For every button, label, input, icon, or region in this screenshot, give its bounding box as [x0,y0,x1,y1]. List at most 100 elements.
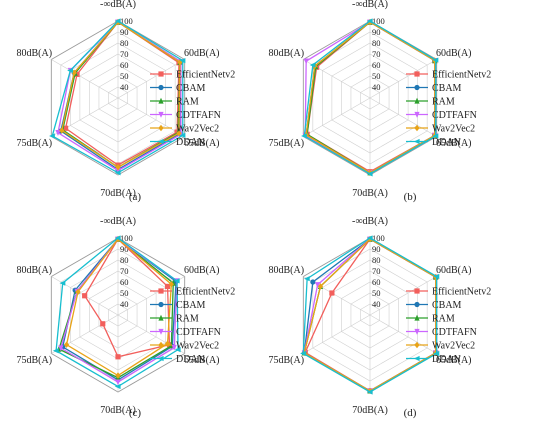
data-point [115,354,121,360]
tick-label: 100 [120,233,133,243]
legend-marker [158,288,164,294]
tick-label: 40 [120,82,129,92]
series-ddan [49,18,186,176]
legend-marker [414,341,420,349]
legend-marker [158,341,164,349]
data-point [55,130,61,136]
axis-label: 70dB(A) [100,188,136,199]
legend-marker [158,111,164,118]
data-point [114,235,121,241]
data-point [63,341,70,348]
data-point [173,278,180,284]
data-point [179,132,186,138]
legend-marker [413,138,420,145]
data-point [164,283,171,289]
axis-label: 60dB(A) [436,265,472,276]
legend-item-wav2vec2: Wav2Vec2 [150,341,219,352]
legend-label: EfficientNetv2 [176,287,235,298]
panel-label: (b) [404,191,417,203]
data-point [75,288,81,296]
legend-item-wav2vec2: Wav2Vec2 [406,124,475,135]
axis-spoke [369,314,437,354]
axis-label: 60dB(A) [184,48,220,59]
legend-label: Wav2Vec2 [176,341,219,352]
axis-label: 70dB(A) [352,188,388,199]
legend-item-wav2vec2: Wav2Vec2 [406,341,475,352]
axis-spoke [369,59,437,99]
legend-label: CBAM [176,83,206,94]
data-point [115,164,121,171]
legend-label: DDAN [432,354,461,365]
tick-label: 100 [372,16,385,26]
data-point [179,58,186,64]
legend-label: EfficientNetv2 [432,70,491,81]
legend-item-ram: RAM [150,314,199,325]
panel-label: (c) [129,407,142,419]
tick-label: 90 [120,27,129,37]
data-point [115,168,121,174]
data-point [301,133,307,139]
data-point [52,348,59,354]
axis-spoke [303,314,371,354]
legend-marker [157,138,164,145]
legend-label: EfficientNetv2 [432,287,491,298]
data-point [309,62,316,68]
axis-label: 70dB(A) [352,405,388,416]
legend-item-wav2vec2: Wav2Vec2 [150,124,219,135]
legend-item-cbam: CBAM [150,300,206,311]
legend-item-ddan: DDAN [150,354,205,365]
data-point [315,282,321,288]
axis-label: 60dB(A) [436,48,472,59]
legend-label: CDTFAFN [176,110,221,121]
legend-item-efficientnetv2: EfficientNetv2 [406,70,491,81]
axis-label: 75dB(A) [16,138,52,149]
data-point [115,379,121,386]
legend-item-ddan: DDAN [150,137,205,148]
data-point [58,345,64,352]
data-point [366,389,373,395]
legend-marker [158,301,164,308]
legend-item-efficientnetv2: EfficientNetv2 [150,287,235,298]
legend-label: CDTFAFN [176,327,221,338]
legend-label: CBAM [176,300,206,311]
legend-marker [414,301,420,308]
data-point [114,18,121,24]
tick-label: 50 [120,71,129,81]
legend-label: EfficientNetv2 [176,70,235,81]
axis-label: 75dB(A) [268,138,304,149]
legend-label: CBAM [432,300,462,311]
data-point [433,350,440,357]
tick-label: 80 [120,255,129,265]
legend-item-cbam: CBAM [406,300,462,311]
axis-label: -∞dB(A) [100,216,136,227]
legend-marker [414,124,420,132]
series-ddan [301,18,439,177]
data-point [433,273,440,280]
legend-item-ram: RAM [406,97,455,108]
tick-label: 90 [120,244,129,254]
legend-marker [157,355,164,362]
data-point [366,171,373,177]
legend-item-ram: RAM [150,97,199,108]
axis-spoke [369,276,437,316]
axis-label: 80dB(A) [16,48,52,59]
series-wav2vec2 [63,235,174,379]
tick-label: 100 [372,233,385,243]
panel-label: (d) [404,407,417,419]
legend-marker [414,314,420,321]
axis-label: -∞dB(A) [352,0,388,10]
legend-marker [158,328,164,335]
legend-marker [414,97,420,104]
data-point [310,279,316,285]
tick-label: 50 [372,288,381,298]
data-point [300,350,306,357]
legend-label: CBAM [432,83,462,94]
tick-label: 80 [120,38,129,48]
legend-marker [158,71,164,77]
tick-label: 50 [120,288,129,298]
legend-label: RAM [432,97,455,108]
legend-item-efficientnetv2: EfficientNetv2 [406,287,491,298]
axis-label: -∞dB(A) [100,0,136,10]
